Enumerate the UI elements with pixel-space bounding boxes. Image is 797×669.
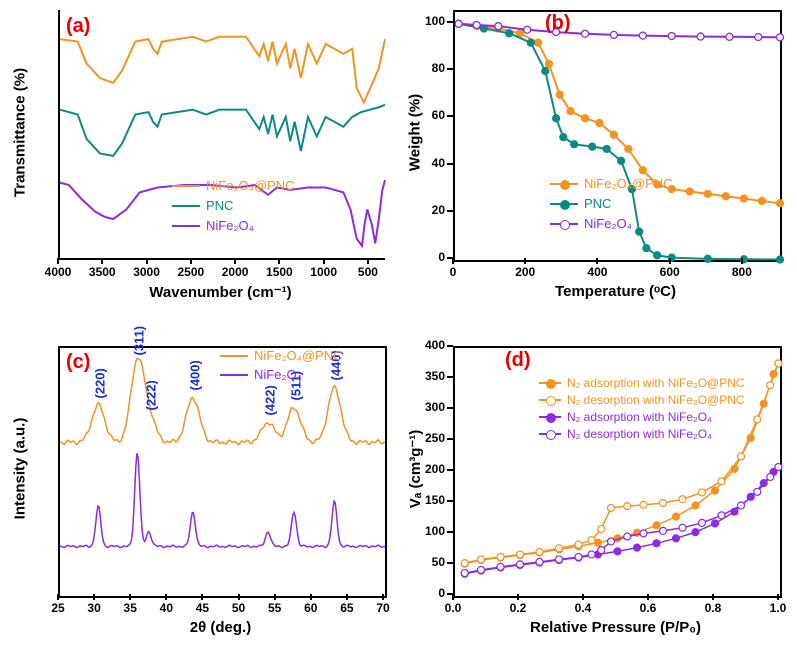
xtick: 0 [435,265,471,279]
peak-label: (400) [187,360,202,390]
xtick: 55 [257,601,293,615]
ylabel-a: Transmittance (%) [12,9,29,257]
ylabel-b: Weight (%) [407,9,424,257]
xtick: 1.0 [760,601,796,615]
peak-label: (311) [132,326,147,356]
legend-item: PNC [172,198,233,213]
xtick: 400 [579,265,615,279]
xtick: 1500 [261,265,297,279]
xlabel-d: Relative Pressure (P/P₀) [453,619,778,636]
xtick: 2500 [173,265,209,279]
xtick: 0.8 [695,601,731,615]
xtick: 200 [507,265,543,279]
legend-item: NiFe₂O₄ [550,216,632,231]
peak-label: (220) [93,368,108,398]
legend-item: PNC [550,196,611,211]
ylabel-c: Intensity (a.u.) [12,345,29,593]
legend-item: NiFe₂O₄@PNC [172,178,295,193]
legend-item: NiFe₂O₄ [220,367,302,382]
xtick: 30 [76,601,112,615]
xtick: 0.0 [435,601,471,615]
panel-d: 0.00.20.40.60.81.00501001502002503003504… [453,346,778,594]
xtick: 0.6 [630,601,666,615]
xlabel-c: 2θ (deg.) [58,619,383,636]
xtick: 500 [350,265,386,279]
xtick: 65 [329,601,365,615]
panel-a: 4000350030002500200015001000500Wavenumbe… [58,10,383,258]
ylabel-d: Vₐ (cm³g⁻¹) [406,345,424,593]
xtick: 3500 [84,265,120,279]
xtick: 2000 [217,265,253,279]
panel-letter-b: (b) [545,12,571,35]
panel-letter-c: (c) [66,351,90,374]
xtick: 0.2 [500,601,536,615]
figure-grid: 4000350030002500200015001000500Wavenumbe… [0,0,797,669]
legend-item: NiFe₂O₄ [172,218,254,233]
xtick: 40 [148,601,184,615]
legend-item: NiFe₂O₄@PNC [550,176,673,191]
xtick: 600 [652,265,688,279]
legend-item: N₂ adsorption with NiFe₂O@PNC [539,376,745,390]
panel-letter-a: (a) [66,15,90,38]
peak-label: (222) [143,380,158,410]
legend-item: N₂ adsorption with NiFe₂O₄ [539,410,712,424]
xtick: 60 [293,601,329,615]
panel-letter-d: (d) [505,349,531,372]
xtick: 50 [221,601,257,615]
xtick: 0.4 [565,601,601,615]
xtick: 800 [724,265,760,279]
xtick: 35 [112,601,148,615]
xlabel-b: Temperature (ᵒC) [453,283,778,300]
xtick: 4000 [40,265,76,279]
xtick: 1000 [306,265,342,279]
panel-c: 253035404550556065702θ (deg.)Intensity (… [58,346,383,594]
legend-item: N₂ desorption with NiFe₂O₄ [539,427,712,441]
peak-label: (422) [263,385,278,415]
legend-item: N₂ desorption with NiFe₂O@PNC [539,393,745,407]
xtick: 25 [40,601,76,615]
xtick: 70 [365,601,401,615]
xlabel-a: Wavenumber (cm⁻¹) [58,283,383,301]
panel-b: 0200400600800020406080100Temperature (ᵒC… [453,10,778,258]
legend-item: NiFe₂O₄@PNC [220,348,343,363]
xtick: 3000 [129,265,165,279]
xtick: 45 [184,601,220,615]
